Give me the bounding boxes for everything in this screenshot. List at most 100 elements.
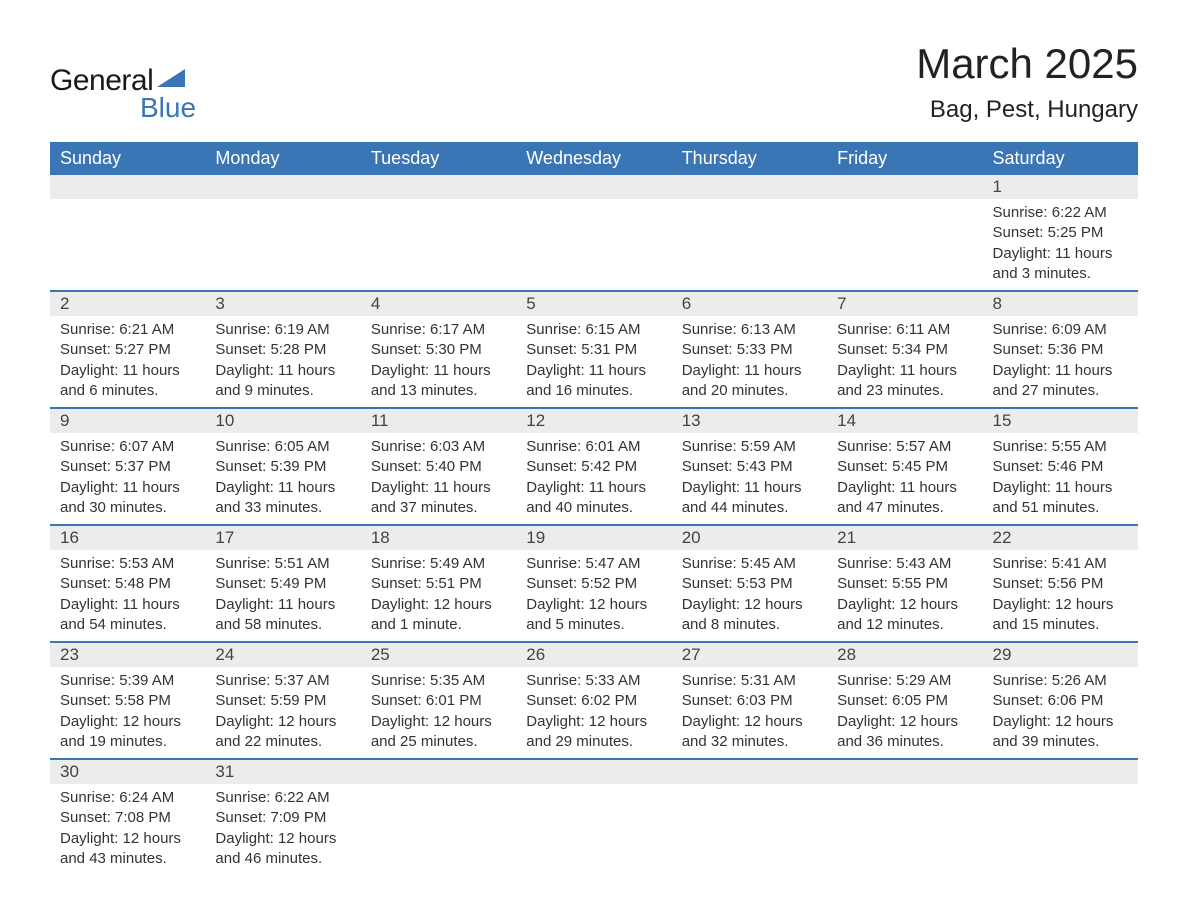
day-line: and 22 minutes.	[215, 732, 350, 752]
day-line: and 33 minutes.	[215, 498, 350, 518]
day-number-cell	[50, 175, 205, 199]
day-line: and 6 minutes.	[60, 381, 195, 401]
day-number-cell: 31	[205, 759, 360, 784]
day-data-cell: Sunrise: 5:37 AMSunset: 5:59 PMDaylight:…	[205, 667, 360, 759]
day-line: Sunrise: 6:09 AM	[993, 320, 1128, 340]
day-line: Daylight: 12 hours	[215, 712, 350, 732]
day-line: Daylight: 11 hours	[215, 361, 350, 381]
day-line: Sunrise: 5:49 AM	[371, 554, 506, 574]
day-number-cell: 28	[827, 642, 982, 667]
day-line: Sunrise: 6:24 AM	[60, 788, 195, 808]
day-number-cell: 23	[50, 642, 205, 667]
day-line: and 9 minutes.	[215, 381, 350, 401]
day-line: Sunset: 6:01 PM	[371, 691, 506, 711]
day-line: Sunset: 5:28 PM	[215, 340, 350, 360]
day-line: Daylight: 11 hours	[993, 361, 1128, 381]
day-data-cell	[983, 784, 1138, 875]
day-line: and 44 minutes.	[682, 498, 817, 518]
day-line: Sunset: 5:39 PM	[215, 457, 350, 477]
day-data-cell: Sunrise: 5:41 AMSunset: 5:56 PMDaylight:…	[983, 550, 1138, 642]
day-line: Daylight: 12 hours	[837, 712, 972, 732]
day-data-cell: Sunrise: 5:31 AMSunset: 6:03 PMDaylight:…	[672, 667, 827, 759]
calendar-table: Sunday Monday Tuesday Wednesday Thursday…	[50, 142, 1138, 875]
day-number-cell: 17	[205, 525, 360, 550]
day-line: and 25 minutes.	[371, 732, 506, 752]
day-number-cell	[827, 175, 982, 199]
logo-arrow-icon	[157, 69, 185, 92]
day-line: Daylight: 11 hours	[526, 478, 661, 498]
day-data-cell: Sunrise: 6:17 AMSunset: 5:30 PMDaylight:…	[361, 316, 516, 408]
day-number-cell	[516, 175, 671, 199]
day-line: Sunset: 7:08 PM	[60, 808, 195, 828]
day-data-row: Sunrise: 6:21 AMSunset: 5:27 PMDaylight:…	[50, 316, 1138, 408]
day-data-cell: Sunrise: 5:57 AMSunset: 5:45 PMDaylight:…	[827, 433, 982, 525]
day-line: and 39 minutes.	[993, 732, 1128, 752]
day-line: Sunrise: 5:47 AM	[526, 554, 661, 574]
day-number-cell: 12	[516, 408, 671, 433]
day-line: and 37 minutes.	[371, 498, 506, 518]
day-line: Sunset: 5:25 PM	[993, 223, 1128, 243]
day-number-cell: 25	[361, 642, 516, 667]
day-line: and 16 minutes.	[526, 381, 661, 401]
day-line: Sunset: 5:48 PM	[60, 574, 195, 594]
day-line: and 19 minutes.	[60, 732, 195, 752]
day-line: Daylight: 12 hours	[993, 712, 1128, 732]
day-line: Sunrise: 6:13 AM	[682, 320, 817, 340]
day-line: Sunset: 7:09 PM	[215, 808, 350, 828]
day-line: Sunset: 5:59 PM	[215, 691, 350, 711]
title-block: March 2025 Bag, Pest, Hungary	[916, 40, 1138, 124]
day-number-cell	[516, 759, 671, 784]
day-data-row: Sunrise: 6:24 AMSunset: 7:08 PMDaylight:…	[50, 784, 1138, 875]
day-line: Sunset: 5:27 PM	[60, 340, 195, 360]
day-line: Daylight: 12 hours	[837, 595, 972, 615]
day-number-cell: 26	[516, 642, 671, 667]
day-data-cell	[50, 199, 205, 291]
day-line: and 13 minutes.	[371, 381, 506, 401]
day-line: and 40 minutes.	[526, 498, 661, 518]
day-data-cell: Sunrise: 6:22 AMSunset: 5:25 PMDaylight:…	[983, 199, 1138, 291]
day-line: Sunset: 5:37 PM	[60, 457, 195, 477]
logo-blue: Blue	[140, 92, 196, 124]
weekday-header: Friday	[827, 142, 982, 175]
day-data-cell: Sunrise: 6:24 AMSunset: 7:08 PMDaylight:…	[50, 784, 205, 875]
day-line: Daylight: 12 hours	[60, 712, 195, 732]
day-data-cell	[516, 199, 671, 291]
day-number-cell	[205, 175, 360, 199]
day-data-cell: Sunrise: 6:21 AMSunset: 5:27 PMDaylight:…	[50, 316, 205, 408]
day-number-row: 9101112131415	[50, 408, 1138, 433]
day-line: and 15 minutes.	[993, 615, 1128, 635]
day-data-cell: Sunrise: 5:26 AMSunset: 6:06 PMDaylight:…	[983, 667, 1138, 759]
day-line: Sunrise: 5:29 AM	[837, 671, 972, 691]
day-data-cell: Sunrise: 5:39 AMSunset: 5:58 PMDaylight:…	[50, 667, 205, 759]
day-line: Daylight: 12 hours	[682, 712, 817, 732]
day-number-cell	[361, 759, 516, 784]
day-number-cell: 16	[50, 525, 205, 550]
day-line: and 29 minutes.	[526, 732, 661, 752]
day-line: Daylight: 12 hours	[371, 595, 506, 615]
day-number-cell: 14	[827, 408, 982, 433]
location: Bag, Pest, Hungary	[916, 96, 1138, 124]
day-line: Sunrise: 6:15 AM	[526, 320, 661, 340]
day-line: Daylight: 11 hours	[526, 361, 661, 381]
day-line: Daylight: 12 hours	[993, 595, 1128, 615]
day-line: Sunrise: 6:19 AM	[215, 320, 350, 340]
weekday-header: Tuesday	[361, 142, 516, 175]
day-line: and 1 minute.	[371, 615, 506, 635]
weekday-header: Wednesday	[516, 142, 671, 175]
day-line: Sunset: 5:51 PM	[371, 574, 506, 594]
day-data-cell	[672, 199, 827, 291]
day-line: Daylight: 11 hours	[837, 478, 972, 498]
weekday-header-row: Sunday Monday Tuesday Wednesday Thursday…	[50, 142, 1138, 175]
day-data-cell: Sunrise: 6:07 AMSunset: 5:37 PMDaylight:…	[50, 433, 205, 525]
day-line: and 43 minutes.	[60, 849, 195, 869]
header: General Blue March 2025 Bag, Pest, Hunga…	[50, 40, 1138, 124]
day-line: Daylight: 11 hours	[371, 361, 506, 381]
day-number-row: 2345678	[50, 291, 1138, 316]
weekday-header: Monday	[205, 142, 360, 175]
day-line: Sunrise: 5:57 AM	[837, 437, 972, 457]
day-data-row: Sunrise: 6:07 AMSunset: 5:37 PMDaylight:…	[50, 433, 1138, 525]
day-line: and 8 minutes.	[682, 615, 817, 635]
day-number-cell: 19	[516, 525, 671, 550]
day-data-row: Sunrise: 6:22 AMSunset: 5:25 PMDaylight:…	[50, 199, 1138, 291]
day-data-cell: Sunrise: 5:51 AMSunset: 5:49 PMDaylight:…	[205, 550, 360, 642]
